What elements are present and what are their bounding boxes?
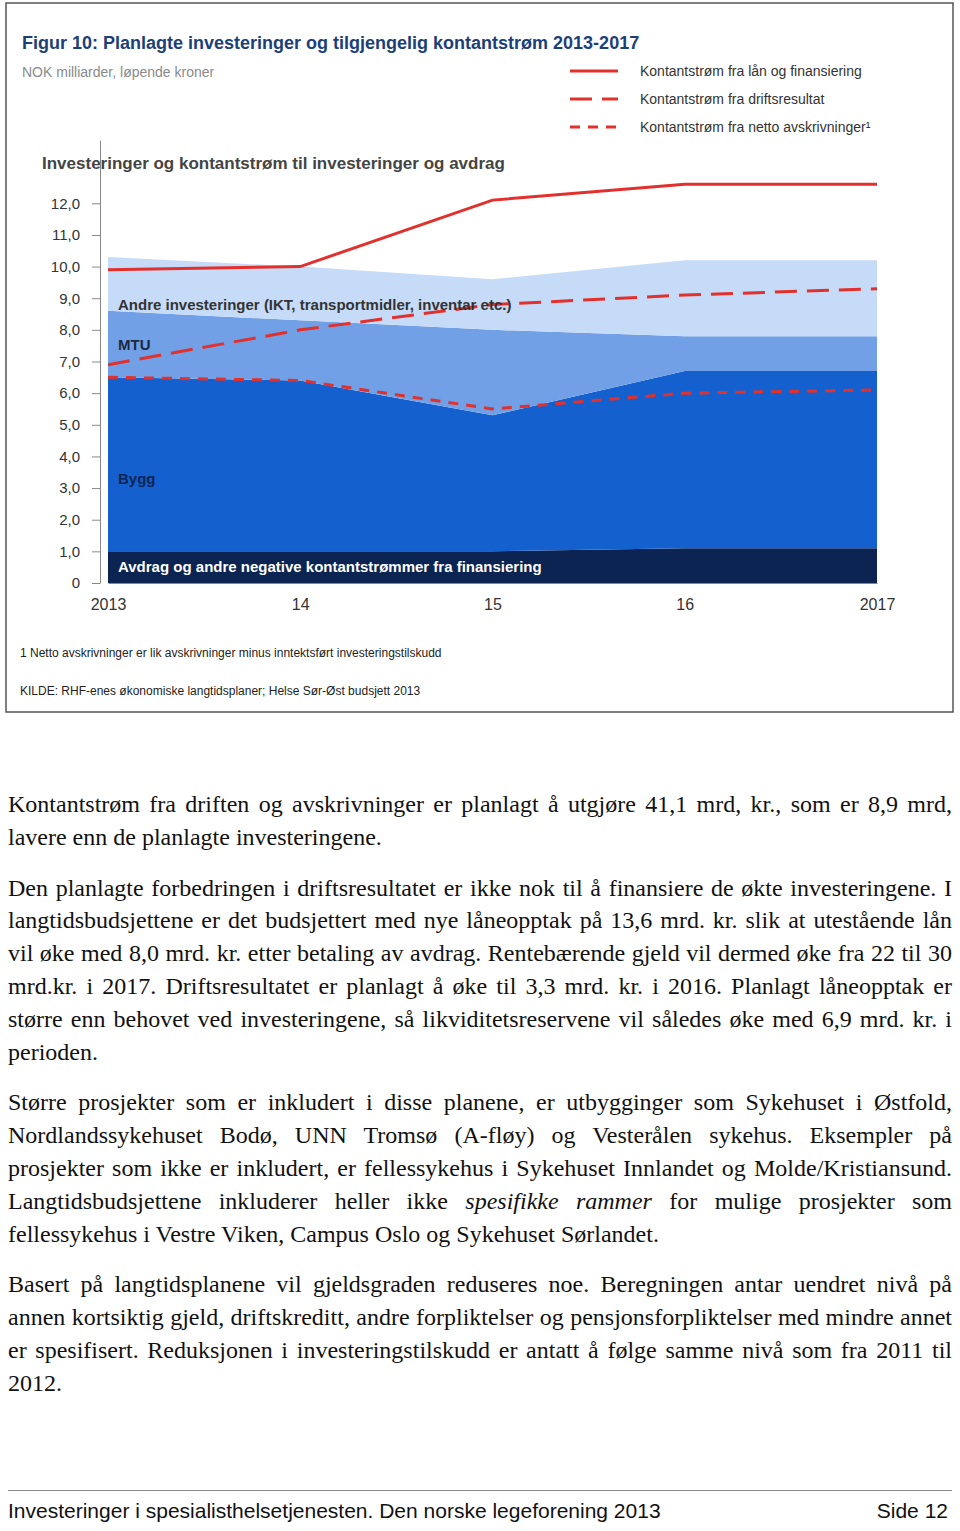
y-tick: 12,0 [51, 195, 100, 212]
chart-title: Investeringer og kontantstrøm til invest… [42, 154, 505, 173]
paragraph: Kontantstrøm fra driften og avskrivninge… [8, 788, 952, 854]
text-run: Kontantstrøm fra driften og avskrivninge… [8, 791, 952, 850]
text-run: spesifikke rammer [465, 1188, 652, 1214]
line-series [108, 377, 877, 409]
y-tick: 0 [72, 574, 100, 591]
y-tick: 9,0 [59, 290, 100, 307]
y-tick-label: 4,0 [59, 448, 80, 465]
y-tick: 1,0 [59, 543, 100, 560]
y-tick: 8,0 [59, 321, 100, 338]
legend-item: Kontantstrøm fra driftsresultat [570, 91, 825, 107]
y-tick-mark [92, 330, 100, 331]
x-tick: 14 [292, 596, 310, 613]
y-tick-label: 5,0 [59, 416, 80, 433]
y-tick-label: 3,0 [59, 479, 80, 496]
figure-title: Figur 10: Planlagte investeringer og til… [22, 33, 639, 53]
y-tick-label: 9,0 [59, 290, 80, 307]
y-tick: 5,0 [59, 416, 100, 433]
line-series [108, 289, 877, 365]
legend-swatch [570, 70, 618, 73]
y-tick-mark [92, 583, 100, 584]
figure-frame [6, 3, 953, 712]
y-tick-label: 12,0 [51, 195, 80, 212]
body-text: Kontantstrøm fra driften og avskrivninge… [8, 788, 952, 1418]
y-tick-mark [92, 203, 100, 204]
x-tick-label: 2017 [860, 596, 896, 613]
text-run: Den planlagte forbedringen i driftsresul… [8, 875, 952, 1065]
x-tick: 2017 [860, 596, 896, 613]
legend-label: Kontantstrøm fra lån og finansiering [640, 63, 862, 79]
x-tick-label: 16 [676, 596, 694, 613]
legend-item: Kontantstrøm fra lån og finansiering [570, 63, 862, 79]
text-run: Basert på langtidsplanene vil gjeldsgrad… [8, 1271, 952, 1395]
y-tick-label: 6,0 [59, 384, 80, 401]
footer-left: Investeringer i spesialisthelsetjenesten… [8, 1499, 661, 1522]
legend-swatch [570, 126, 618, 129]
x-tick: 2013 [91, 596, 127, 613]
y-tick-mark [92, 362, 100, 363]
y-tick-label: 8,0 [59, 321, 80, 338]
y-tick: 10,0 [51, 258, 100, 275]
footer-right: Side 12 [877, 1499, 948, 1523]
y-axis: 0 1,0 2,0 3,0 4,0 5,0 6,0 7,0 8,0 9,0 10,0 11,0 12,0 [51, 141, 101, 592]
line-series [108, 184, 877, 269]
y-tick: 11,0 [52, 226, 100, 243]
paragraph: Basert på langtidsplanene vil gjeldsgrad… [8, 1268, 952, 1399]
x-axis-line [109, 583, 878, 584]
y-tick-mark [92, 456, 100, 457]
y-tick: 6,0 [59, 384, 100, 401]
y-tick-label: 2,0 [59, 511, 80, 528]
x-tick-label: 2013 [91, 596, 127, 613]
legend-item: Kontantstrøm fra netto avskrivninger¹ [570, 119, 871, 135]
figure-subtitle: NOK milliarder, løpende kroner [22, 64, 215, 80]
y-tick-label: 10,0 [51, 258, 80, 275]
x-tick-label: 15 [484, 596, 502, 613]
y-tick: 7,0 [59, 353, 100, 370]
page-footer: Investeringer i spesialisthelsetjenesten… [8, 1490, 952, 1523]
y-axis-line [100, 141, 101, 584]
y-tick-mark [92, 393, 100, 394]
y-tick-mark [92, 235, 100, 236]
y-tick-mark [92, 298, 100, 299]
y-tick-mark [92, 551, 100, 552]
area-series [108, 548, 877, 583]
legend-label: Kontantstrøm fra driftsresultat [640, 91, 825, 107]
legend-label: Kontantstrøm fra netto avskrivninger¹ [640, 119, 871, 135]
x-tick: 16 [676, 596, 694, 613]
area-label: Bygg [118, 470, 156, 487]
y-tick-label: 1,0 [59, 543, 80, 560]
x-tick-label: 14 [292, 596, 310, 613]
x-axis: 2013 14 15 16 2017 [91, 584, 896, 614]
footnote: 1 Netto avskrivninger er lik avskrivning… [20, 646, 442, 660]
y-tick: 2,0 [59, 511, 100, 528]
x-tick: 15 [484, 596, 502, 613]
source: KILDE: RHF-enes økonomiske langtidsplane… [20, 684, 420, 698]
legend-swatch [570, 98, 618, 101]
y-tick-label: 11,0 [52, 226, 80, 243]
y-tick: 4,0 [59, 448, 100, 465]
area-label: MTU [118, 336, 151, 353]
y-tick-mark [92, 520, 100, 521]
paragraph: Den planlagte forbedringen i driftsresul… [8, 872, 952, 1069]
y-tick-label: 0 [72, 574, 80, 591]
y-tick-mark [92, 425, 100, 426]
area-label: Avdrag og andre negative kontantstrømmer… [118, 558, 542, 575]
area-label: Andre investeringer (IKT, transportmidle… [118, 296, 511, 313]
y-tick: 3,0 [59, 479, 100, 496]
plot-area [108, 184, 877, 583]
y-tick-mark [92, 267, 100, 268]
paragraph: Større prosjekter som er inkludert i dis… [8, 1086, 952, 1250]
y-tick-label: 7,0 [59, 353, 80, 370]
y-tick-mark [92, 488, 100, 489]
